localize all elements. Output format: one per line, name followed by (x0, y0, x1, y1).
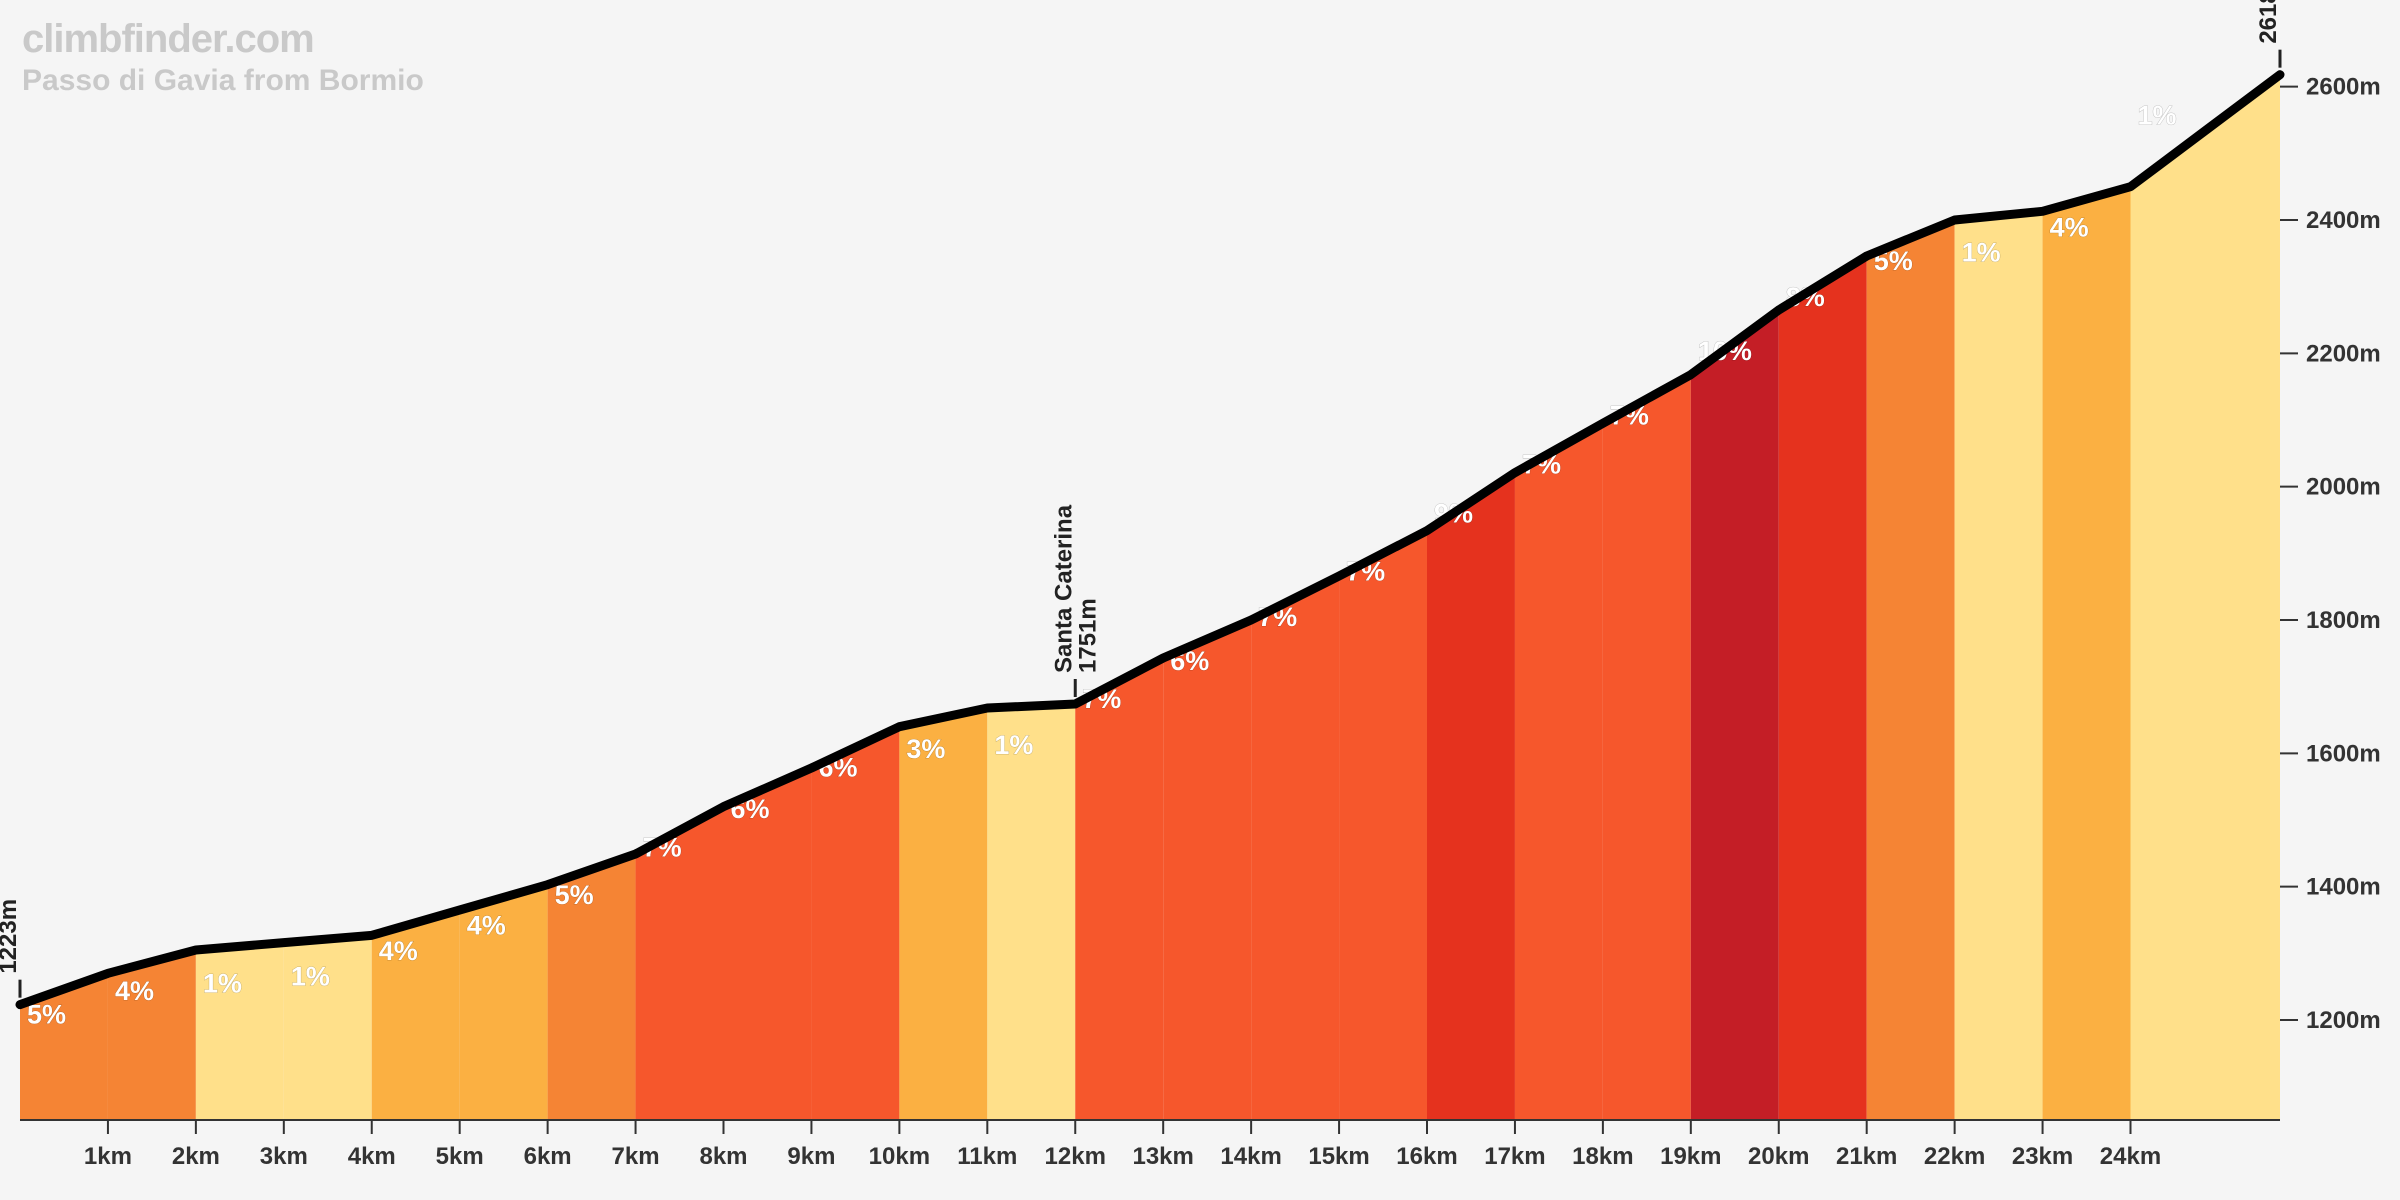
waypoint-sublabel: 1751m (1074, 598, 1101, 673)
gradient-segment (1339, 531, 1427, 1120)
x-tick-label: 14km (1220, 1143, 1281, 1170)
x-tick-label: 22km (1924, 1143, 1985, 1170)
gradient-segment (1075, 658, 1163, 1120)
gradient-segment (1779, 256, 1867, 1120)
y-tick-label: 2400m (2306, 207, 2381, 234)
gradient-label: 4% (2050, 213, 2089, 243)
gradient-segment (1427, 473, 1515, 1120)
gradient-segment (1691, 310, 1779, 1120)
x-tick-label: 5km (436, 1143, 484, 1170)
gradient-segment (1251, 576, 1339, 1120)
gradient-label: 1% (2138, 101, 2177, 131)
watermark-title: climbfinder.com (22, 17, 314, 61)
chart-svg: climbfinder.comPasso di Gavia from Bormi… (0, 0, 2400, 1200)
gradient-label: 1% (291, 961, 330, 991)
gradient-label: 1% (994, 730, 1033, 760)
gradient-segment (1955, 211, 2043, 1120)
x-tick-label: 15km (1308, 1143, 1369, 1170)
gradient-segment (2043, 187, 2131, 1120)
waypoint-label: 1223m (0, 899, 22, 974)
gradient-segment (899, 708, 987, 1120)
x-tick-label: 23km (2012, 1143, 2073, 1170)
waypoint-label-group: 1223m (0, 899, 22, 974)
x-tick-label: 3km (260, 1143, 308, 1170)
x-tick-label: 4km (348, 1143, 396, 1170)
gradient-segment (1867, 220, 1955, 1120)
gradient-segment (2131, 75, 2280, 1120)
gradient-segment (987, 704, 1075, 1120)
elevation-profile-chart: climbfinder.comPasso di Gavia from Bormi… (0, 0, 2400, 1200)
x-tick-label: 21km (1836, 1143, 1897, 1170)
x-tick-label: 10km (869, 1143, 930, 1170)
y-tick-label: 1800m (2306, 607, 2381, 634)
x-tick-label: 16km (1396, 1143, 1457, 1170)
x-tick-label: 7km (612, 1143, 660, 1170)
gradient-label: 4% (115, 976, 154, 1006)
x-tick-label: 13km (1132, 1143, 1193, 1170)
gradient-segment (1603, 375, 1691, 1120)
y-tick-label: 2200m (2306, 340, 2381, 367)
y-tick-label: 1200m (2306, 1007, 2381, 1034)
x-tick-label: 19km (1660, 1143, 1721, 1170)
y-tick-label: 1600m (2306, 740, 2381, 767)
y-tick-label: 2600m (2306, 74, 2381, 101)
waypoint-label: Santa Caterina (1050, 504, 1077, 673)
gradient-label: 1% (203, 969, 242, 999)
x-tick-label: 11km (957, 1143, 1017, 1170)
x-tick-label: 1km (84, 1143, 132, 1170)
x-tick-label: 18km (1572, 1143, 1633, 1170)
x-tick-label: 20km (1748, 1143, 1809, 1170)
x-tick-label: 24km (2100, 1143, 2161, 1170)
watermark-subtitle: Passo di Gavia from Bormio (22, 64, 424, 97)
gradient-label: 3% (906, 734, 945, 764)
x-tick-label: 12km (1045, 1143, 1106, 1170)
x-tick-label: 17km (1484, 1143, 1545, 1170)
waypoint-label: 2618m (2255, 0, 2282, 44)
y-tick-label: 2000m (2306, 474, 2381, 501)
x-tick-label: 9km (787, 1143, 835, 1170)
gradient-segment (1515, 423, 1603, 1120)
gradient-label: 4% (467, 911, 506, 941)
gradient-label: 1% (1962, 237, 2001, 267)
gradient-segment (1163, 620, 1251, 1120)
gradient-label: 4% (379, 936, 418, 966)
waypoint-label-group: 2618m (2255, 0, 2282, 44)
x-tick-label: 8km (699, 1143, 747, 1170)
x-tick-label: 2km (172, 1143, 220, 1170)
gradient-segment (811, 727, 899, 1120)
x-tick-label: 6km (524, 1143, 572, 1170)
y-tick-label: 1400m (2306, 874, 2381, 901)
